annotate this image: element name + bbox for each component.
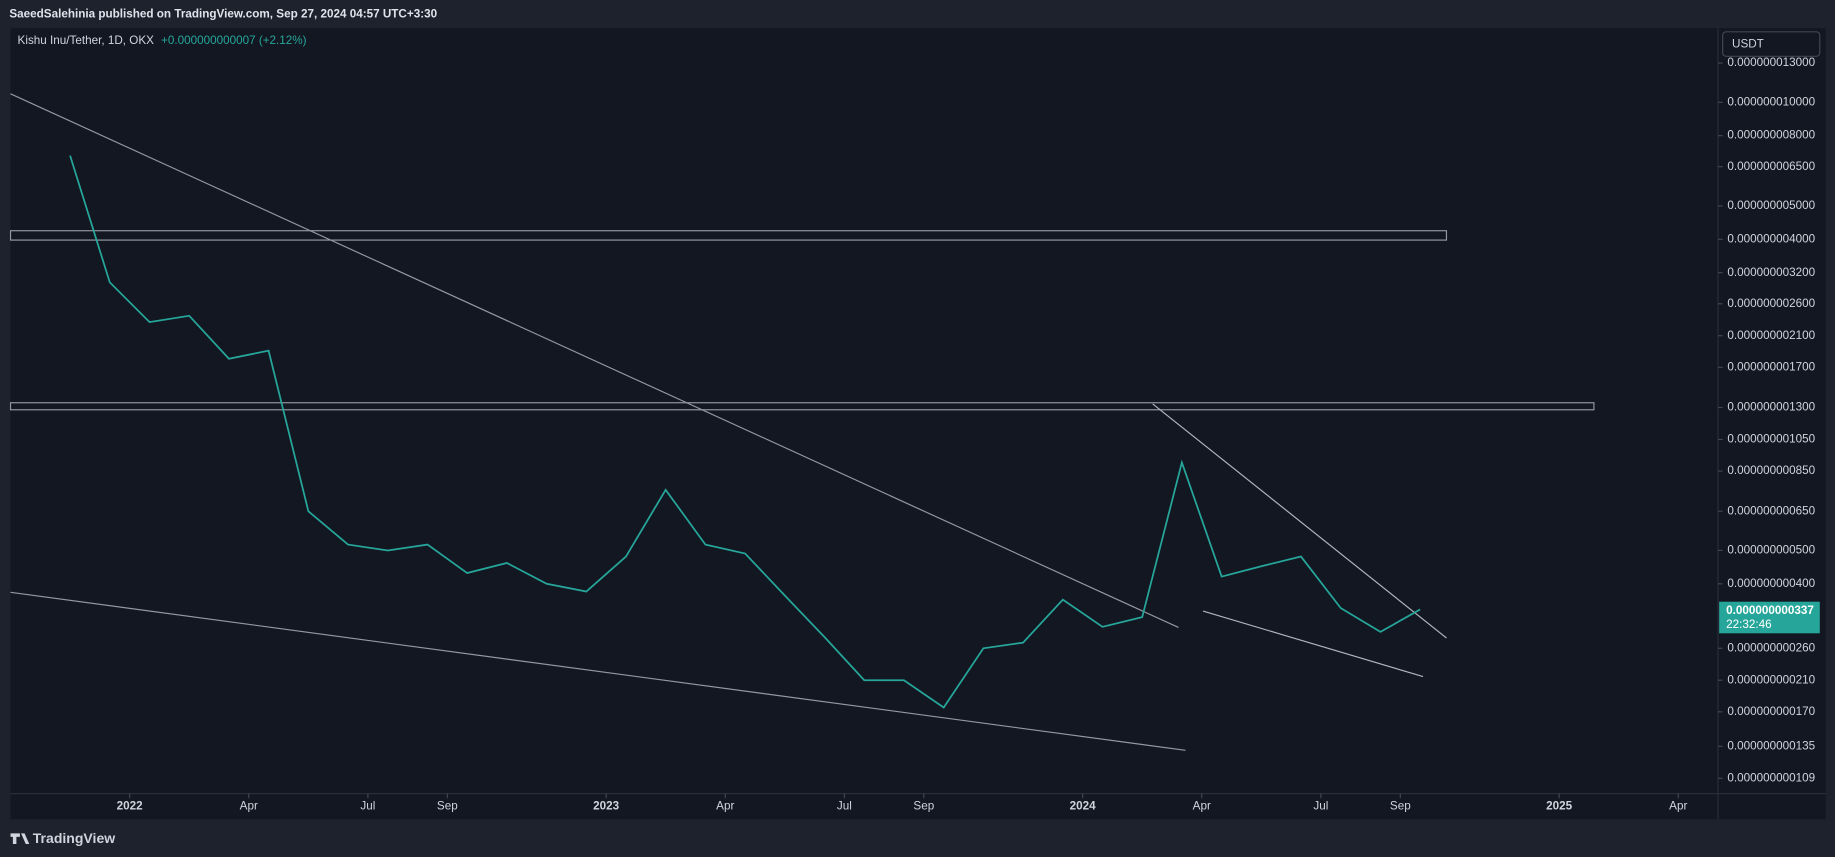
y-tick-label: 0.000000000170	[1727, 705, 1815, 718]
y-tick-label: 0.000000002600	[1727, 297, 1815, 310]
publisher: SaeedSalehinia published on TradingView.…	[9, 7, 437, 20]
y-tick-label: 0.000000006500	[1727, 160, 1815, 173]
chart-bg	[10, 28, 1826, 820]
y-tick-label: 0.000000010000	[1727, 95, 1815, 108]
footer-bg	[0, 819, 1835, 857]
y-tick-label: 0.000000013000	[1727, 56, 1815, 69]
y-tick-label: 0.000000000650	[1727, 504, 1815, 517]
price-tag-label: 0.000000000337	[1726, 604, 1814, 617]
x-tick-label: Jul	[837, 800, 852, 813]
trendline	[1202, 610, 1424, 678]
y-tick-label: 0.000000000500	[1727, 544, 1815, 557]
x-tick-label: Sep	[913, 800, 934, 813]
y-tick-label: 0.000000005000	[1727, 199, 1815, 212]
zone	[9, 402, 1595, 411]
trendline	[1152, 403, 1447, 639]
y-tick-label: 0.000000001050	[1727, 433, 1815, 446]
trendline	[10, 93, 1179, 628]
y-tick-label: 0.000000000260	[1727, 641, 1815, 654]
y-tick-label: 0.000000004000	[1727, 232, 1815, 245]
price-line	[69, 155, 1421, 709]
y-tick-label: 0.000000008000	[1727, 129, 1815, 142]
trendline	[10, 591, 1186, 751]
y-tick-label: 0.000000000135	[1727, 739, 1815, 752]
x-tick-label: 2025	[1546, 800, 1573, 813]
price-tag-countdown: 22:32:46	[1726, 618, 1771, 631]
x-tick-label: 2024	[1070, 800, 1097, 813]
price-tag	[1719, 601, 1820, 634]
x-tick-label: 2022	[117, 800, 144, 813]
y-tick-label: 0.000000002100	[1727, 329, 1815, 342]
currency-button[interactable]	[1722, 31, 1821, 57]
change: +0.000000000007 (+2.12%)	[161, 34, 307, 47]
y-tick-label: 0.000000000109	[1727, 771, 1815, 784]
x-tick-label: Apr	[1669, 800, 1687, 813]
x-tick-label: Jul	[360, 800, 375, 813]
y-tick-label: 0.000000000210	[1727, 673, 1815, 686]
y-tick-label: 0.000000000400	[1727, 577, 1815, 590]
x-tick-label: Jul	[1313, 800, 1328, 813]
y-tick-label: 0.000000003200	[1727, 266, 1815, 279]
x-tick-label: 2023	[593, 800, 620, 813]
y-tick-label: 0.000000001700	[1727, 360, 1815, 373]
y-tick-label: 0.000000000850	[1727, 464, 1815, 477]
symbol-title: Kishu Inu/Tether, 1D, OKX	[18, 34, 155, 47]
zone	[9, 230, 1448, 241]
x-tick-label: Sep	[1390, 800, 1411, 813]
brand: TradingView	[33, 830, 115, 846]
x-tick-label: Sep	[437, 800, 458, 813]
x-tick-label: Apr	[240, 800, 258, 813]
drawings	[9, 93, 1595, 751]
y-tick-label: 0.000000001300	[1727, 401, 1815, 414]
x-tick-label: Apr	[1193, 800, 1211, 813]
x-tick-label: Apr	[716, 800, 734, 813]
currency[interactable]: USDT	[1732, 38, 1764, 51]
